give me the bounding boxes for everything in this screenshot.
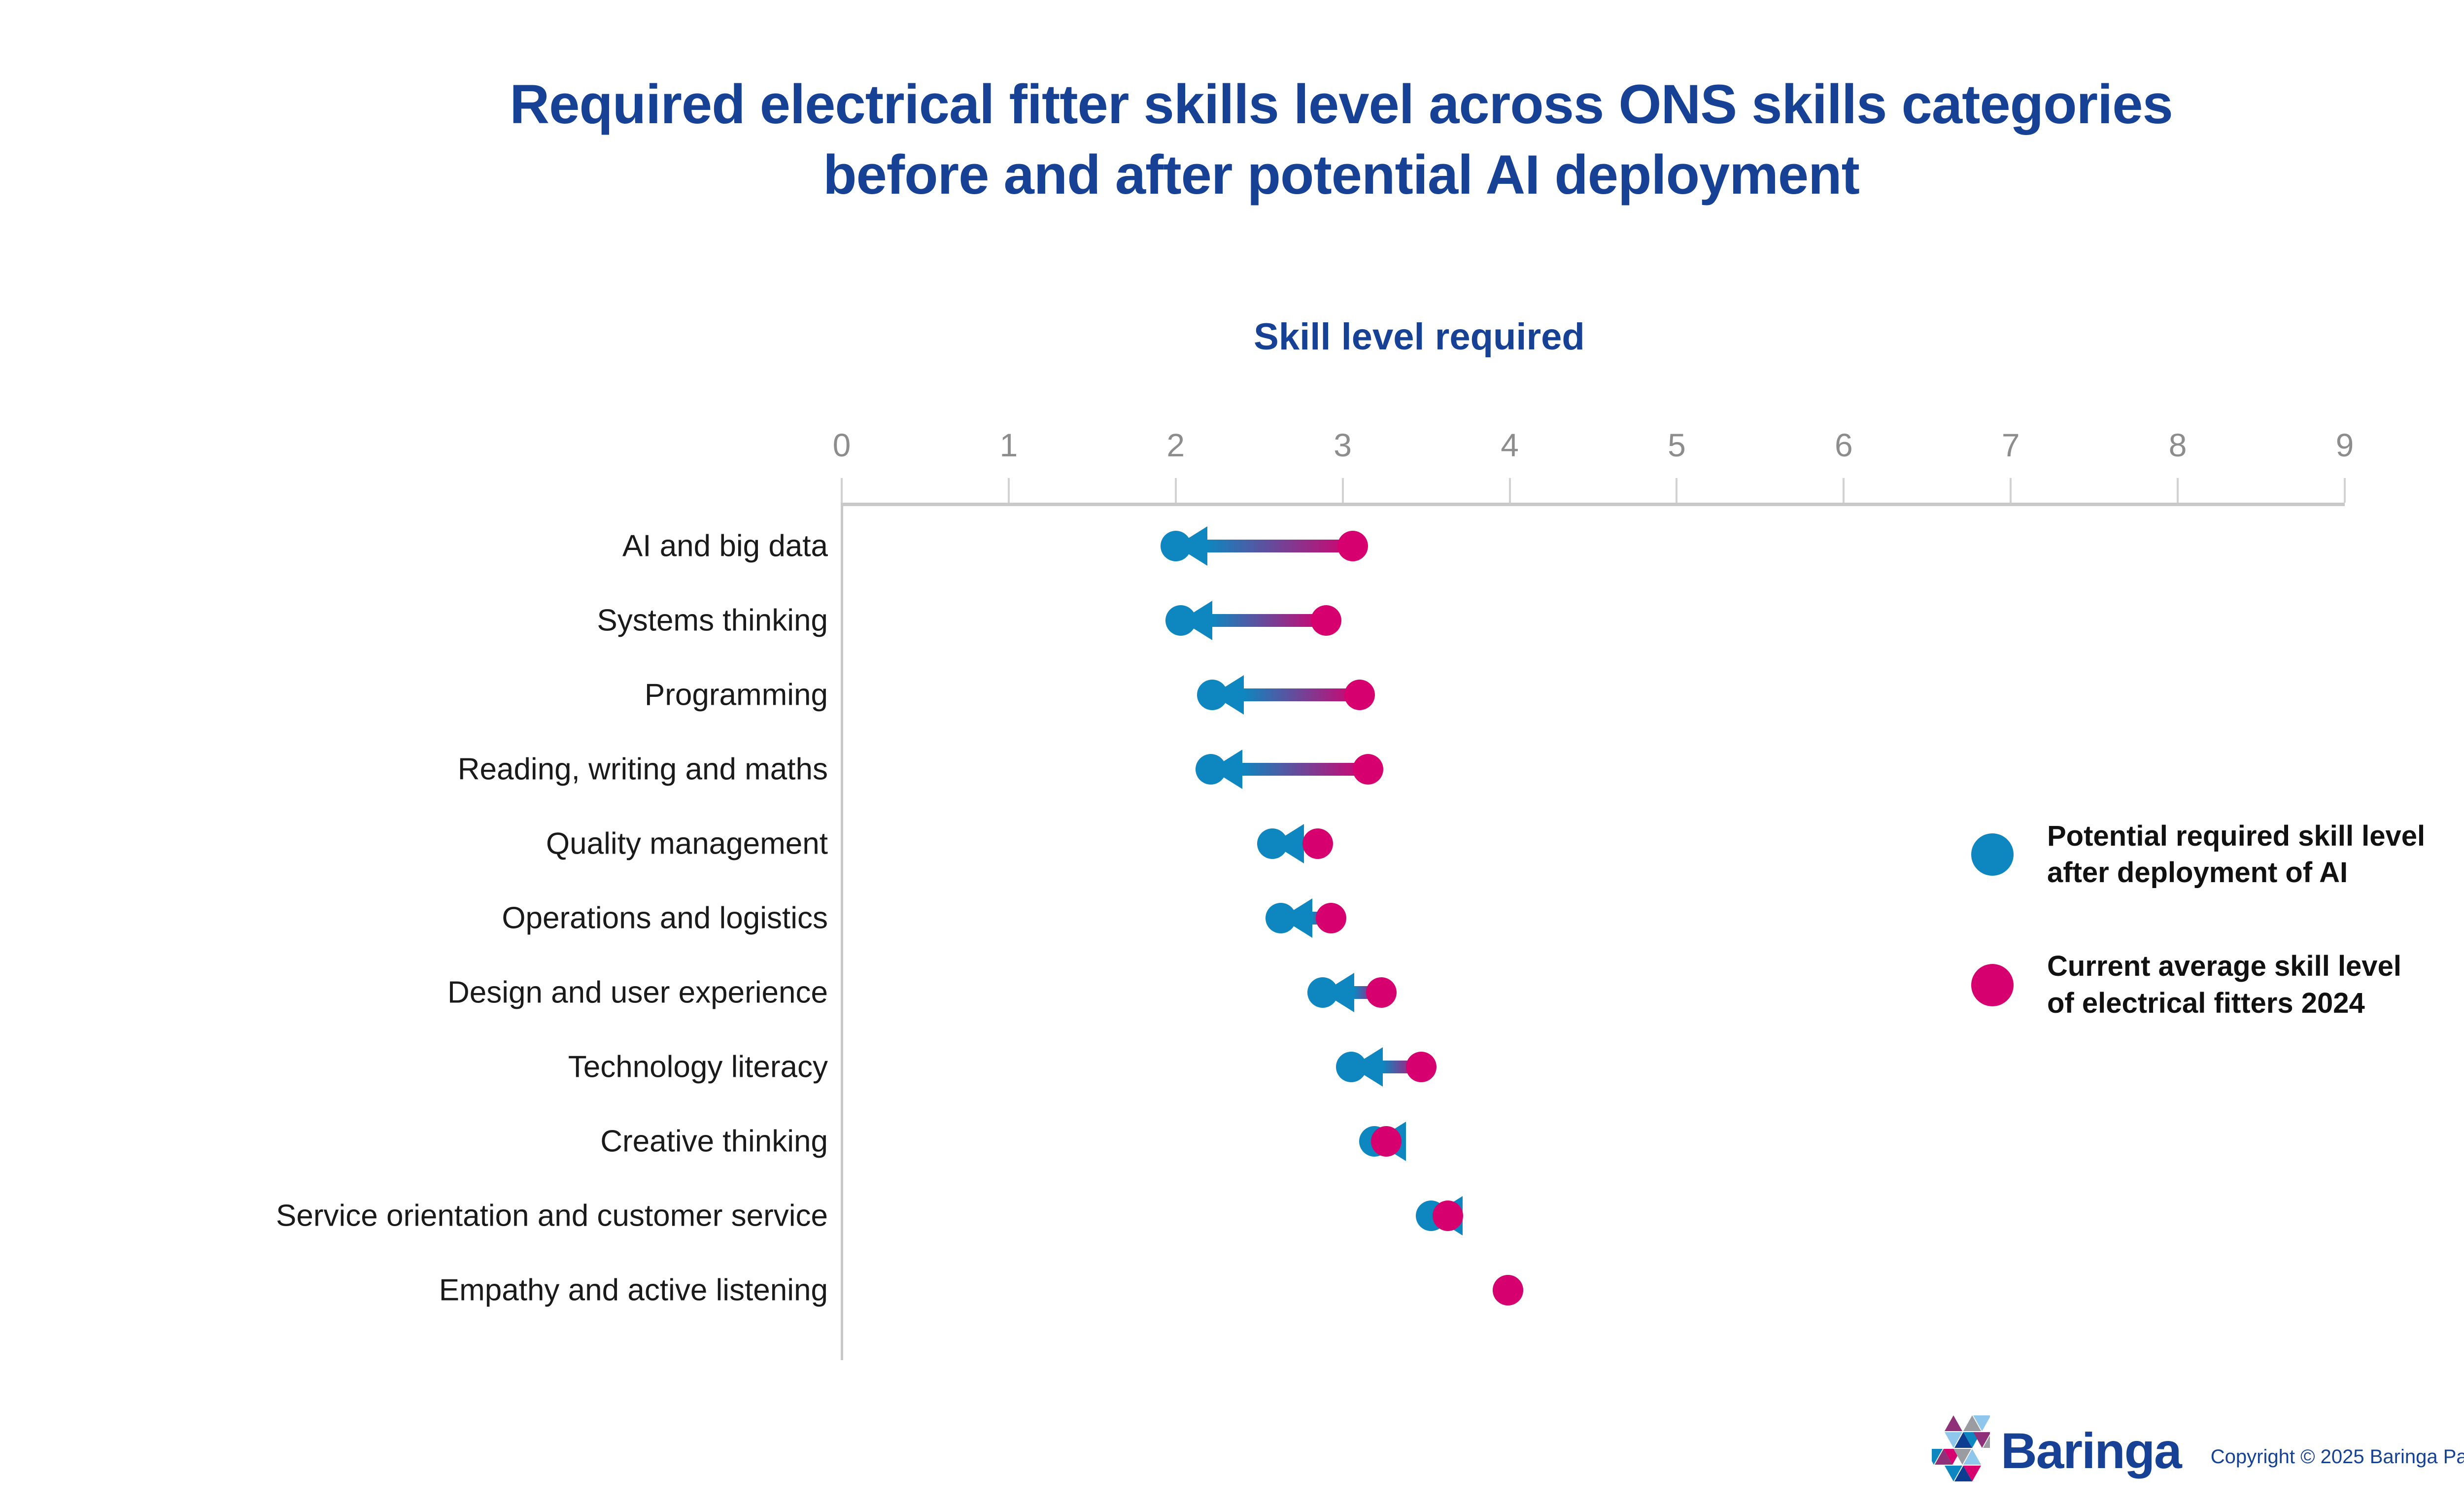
change-connector bbox=[1212, 614, 1326, 627]
baringa-wordmark: Baringa bbox=[2001, 1423, 2182, 1479]
category-label: Empathy and active listening bbox=[439, 1273, 828, 1307]
y-axis-line bbox=[841, 503, 843, 1360]
x-tick bbox=[2344, 478, 2346, 503]
x-tick bbox=[1174, 478, 1177, 503]
x-tick-label: 0 bbox=[832, 427, 851, 463]
category-label: Operations and logistics bbox=[502, 901, 828, 935]
x-tick-label: 8 bbox=[2168, 427, 2187, 463]
change-connector bbox=[1207, 540, 1353, 552]
category-label: Programming bbox=[644, 678, 828, 712]
marker-current bbox=[1337, 531, 1368, 561]
marker-after-ai bbox=[1257, 828, 1288, 859]
category-label: Reading, writing and maths bbox=[457, 752, 828, 787]
legend: Potential required skill level after dep… bbox=[1971, 818, 2425, 1079]
x-tick bbox=[2010, 478, 2012, 503]
marker-current bbox=[1493, 1275, 1524, 1305]
legend-label-current: Current average skill level of electrica… bbox=[2047, 950, 2401, 1019]
category-label: Service orientation and customer service bbox=[276, 1199, 828, 1233]
copyright-text: Copyright © 2025 Baringa Partners LLP bbox=[2210, 1445, 2464, 1468]
category-label: Quality management bbox=[546, 826, 828, 861]
marker-after-ai bbox=[1266, 903, 1297, 933]
x-tick bbox=[1508, 478, 1511, 503]
x-tick bbox=[1341, 478, 1344, 503]
legend-label-after-ai: Potential required skill level after dep… bbox=[2047, 820, 2426, 889]
marker-current bbox=[1433, 1200, 1464, 1231]
page-title: Required electrical fitter skills level … bbox=[0, 69, 2464, 210]
x-tick-label: 4 bbox=[1501, 427, 1519, 463]
x-axis-line bbox=[842, 503, 2345, 506]
marker-after-ai bbox=[1197, 680, 1228, 710]
x-tick bbox=[1843, 478, 1845, 503]
x-tick bbox=[2177, 478, 2179, 503]
marker-after-ai bbox=[1195, 754, 1226, 785]
x-tick-label: 7 bbox=[2001, 427, 2020, 463]
marker-after-ai bbox=[1335, 1052, 1367, 1082]
marker-current bbox=[1405, 1052, 1437, 1082]
marker-current bbox=[1344, 680, 1375, 710]
x-tick-label: 9 bbox=[2335, 427, 2354, 463]
marker-after-ai bbox=[1160, 531, 1191, 561]
marker-current bbox=[1315, 903, 1346, 933]
legend-marker-blue-icon bbox=[1971, 833, 2014, 876]
marker-current bbox=[1370, 1126, 1402, 1157]
plot-area: 0 1 2 3 4 5 6 7 8 9 AI and big data Systems thinki… bbox=[276, 427, 2354, 1360]
x-tick bbox=[1007, 478, 1010, 503]
marker-current bbox=[1302, 828, 1333, 859]
x-tick-label: 3 bbox=[1334, 427, 1352, 463]
marker-current bbox=[1366, 977, 1397, 1008]
marker-after-ai bbox=[1307, 977, 1338, 1008]
x-tick-label: 1 bbox=[999, 427, 1018, 463]
x-tick bbox=[841, 478, 843, 503]
x-tick bbox=[1676, 478, 1678, 503]
category-label: AI and big data bbox=[622, 529, 828, 563]
x-tick-label: 2 bbox=[1166, 427, 1185, 463]
marker-current bbox=[1310, 605, 1341, 636]
x-tick-label: 5 bbox=[1668, 427, 1686, 463]
change-connector bbox=[1244, 688, 1360, 701]
x-axis-title: Skill level required bbox=[1254, 316, 1585, 358]
footer: Baringa Copyright © 2025 Baringa Partner… bbox=[1925, 1409, 2464, 1492]
category-label: Design and user experience bbox=[447, 975, 828, 1010]
legend-item-after-ai: Potential required skill level after dep… bbox=[1971, 818, 2425, 891]
x-tick-label: 6 bbox=[1834, 427, 1853, 463]
baringa-logo-icon bbox=[1925, 1409, 2001, 1492]
category-label: Systems thinking bbox=[597, 603, 828, 638]
marker-after-ai bbox=[1165, 605, 1196, 636]
legend-marker-pink-icon bbox=[1971, 963, 2014, 1006]
category-label: Technology literacy bbox=[568, 1050, 828, 1084]
legend-item-current: Current average skill level of electrica… bbox=[1971, 948, 2425, 1021]
marker-current bbox=[1352, 754, 1383, 785]
category-label: Creative thinking bbox=[600, 1124, 828, 1159]
title-line-1: Required electrical fitter skills level … bbox=[510, 73, 2173, 135]
title-line-2: before and after potential AI deployment bbox=[823, 144, 1860, 206]
change-connector bbox=[1242, 763, 1368, 776]
